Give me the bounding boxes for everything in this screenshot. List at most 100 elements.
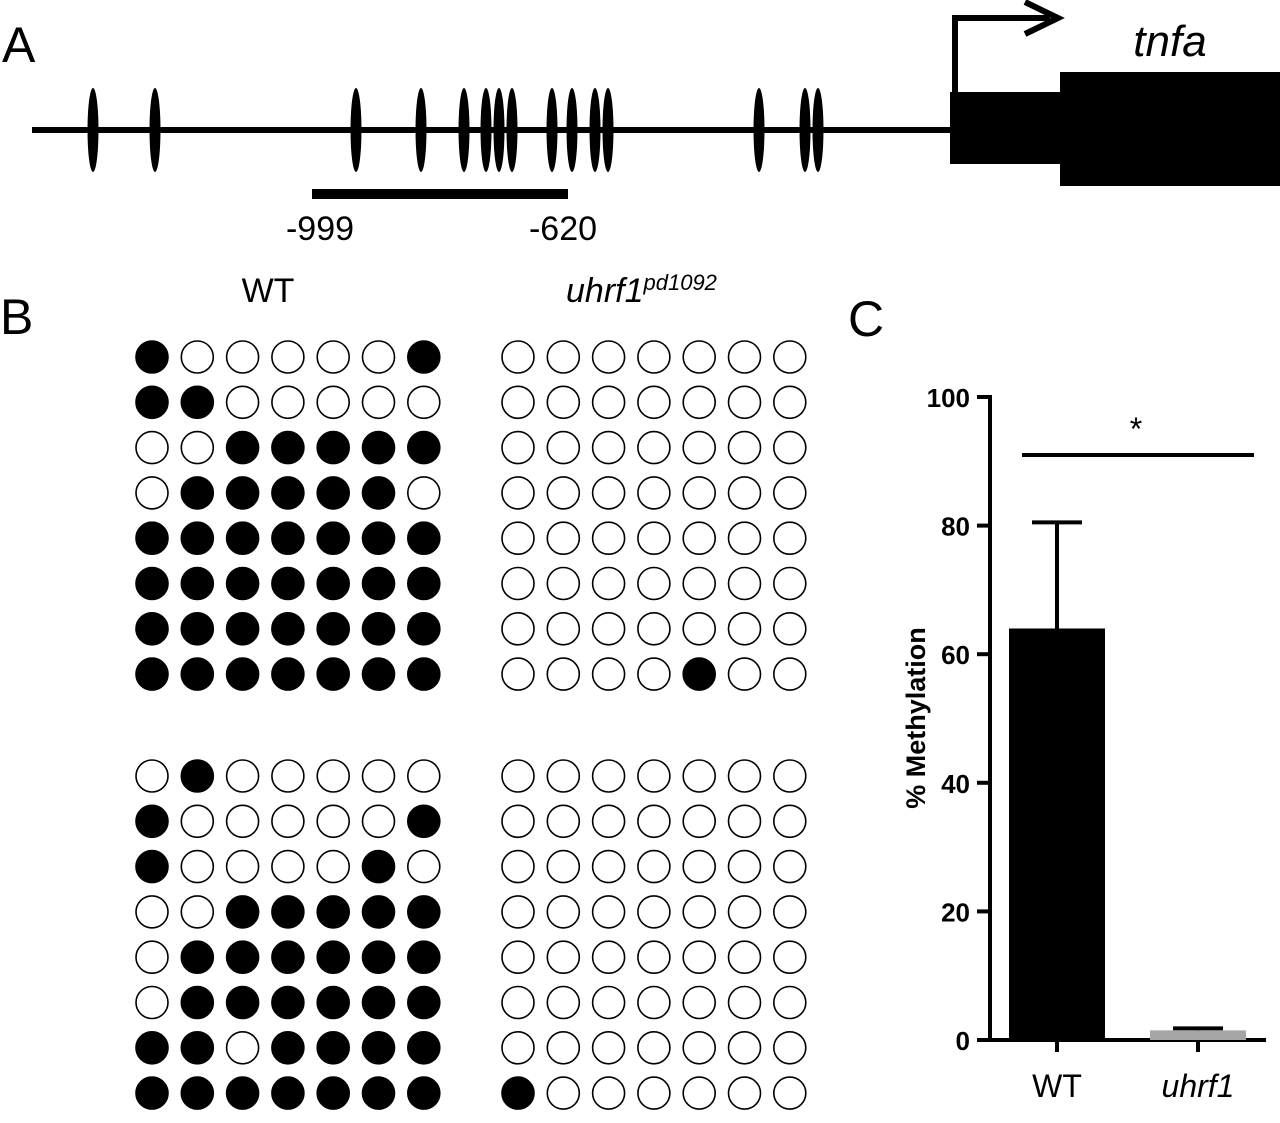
unmethylated-cpg-dot	[361, 385, 396, 420]
methylated-cpg-dot	[361, 430, 396, 465]
unmethylated-cpg-dot	[682, 611, 717, 646]
methylated-cpg-dot	[135, 521, 169, 556]
unmethylated-cpg-dot	[501, 566, 535, 601]
unmethylated-cpg-dot	[271, 385, 305, 420]
x-category-label-uhrf1: uhrf1	[1162, 1068, 1235, 1104]
mutant-label-main: uhrf1	[566, 272, 644, 310]
y-tick-label-100: 100	[927, 383, 970, 413]
methylated-cpg-dot	[406, 985, 441, 1020]
unmethylated-cpg-dot	[727, 1076, 762, 1110]
unmethylated-cpg-dot	[501, 521, 535, 556]
methylated-cpg-dot	[361, 476, 396, 510]
methylation-grid-wt-2	[135, 759, 441, 1110]
methylated-cpg-dot	[225, 566, 260, 601]
unmethylated-cpg-dot	[501, 611, 535, 646]
unmethylated-cpg-dot	[727, 985, 762, 1020]
unmethylated-cpg-dot	[772, 895, 807, 929]
unmethylated-cpg-dot	[501, 849, 535, 884]
significance-star: *	[1130, 411, 1142, 447]
unmethylated-cpg-dot	[727, 611, 762, 646]
methylated-cpg-dot	[225, 985, 260, 1020]
methylated-cpg-dot	[361, 521, 396, 556]
y-tick-label-80: 80	[941, 512, 970, 542]
unmethylated-cpg-dot	[637, 895, 671, 929]
methylated-cpg-dot	[271, 1031, 305, 1065]
unmethylated-cpg-dot	[546, 430, 581, 465]
unmethylated-cpg-dot	[271, 759, 305, 793]
methylated-cpg-dot	[180, 611, 215, 646]
unmethylated-cpg-dot	[637, 521, 671, 556]
methylated-cpg-dot	[316, 566, 351, 601]
methylated-cpg-dot	[135, 611, 169, 646]
unmethylated-cpg-dot	[682, 340, 717, 374]
unmethylated-cpg-dot	[591, 1076, 626, 1110]
methylated-cpg-dot	[135, 340, 169, 374]
unmethylated-cpg-dot	[546, 476, 581, 510]
tss-arrow-head-icon	[1023, 0, 1065, 37]
methylated-cpg-dot	[225, 657, 260, 691]
unmethylated-cpg-dot	[637, 759, 671, 793]
methylated-cpg-dot	[361, 940, 396, 975]
panel-b: B WT uhrf1pd1092	[0, 270, 807, 1110]
unmethylated-cpg-dot	[546, 1031, 581, 1065]
methylated-cpg-dot	[135, 849, 169, 884]
unmethylated-cpg-dot	[316, 804, 351, 839]
unmethylated-cpg-dot	[316, 340, 351, 374]
unmethylated-cpg-dot	[501, 340, 535, 374]
unmethylated-cpg-dot	[727, 476, 762, 510]
unmethylated-cpg-dot	[727, 759, 762, 793]
methylated-cpg-dot	[225, 895, 260, 929]
unmethylated-cpg-dot	[406, 385, 441, 420]
unmethylated-cpg-dot	[316, 385, 351, 420]
methylated-cpg-dot	[361, 657, 396, 691]
methylated-cpg-dot	[225, 521, 260, 556]
methylated-cpg-dot	[406, 1031, 441, 1065]
tss-arrow-stem	[952, 15, 1050, 92]
methylated-cpg-dot	[316, 1031, 351, 1065]
panel-a-letter: A	[2, 17, 36, 73]
cpg-site-13	[753, 88, 765, 172]
cpg-site-14	[799, 88, 811, 172]
cpg-site-1	[87, 88, 99, 172]
methylated-cpg-dot	[180, 385, 215, 420]
methylated-cpg-dot	[271, 521, 305, 556]
unmethylated-cpg-dot	[135, 940, 169, 975]
panel-b-letter: B	[0, 289, 33, 345]
methylated-cpg-dot	[135, 566, 169, 601]
methylated-cpg-dot	[225, 611, 260, 646]
unmethylated-cpg-dot	[546, 759, 581, 793]
unmethylated-cpg-dot	[225, 385, 260, 420]
unmethylated-cpg-dot	[225, 804, 260, 839]
methylated-cpg-dot	[180, 521, 215, 556]
methylation-grid-wt-1	[135, 340, 441, 691]
unmethylated-cpg-dot	[682, 849, 717, 884]
unmethylated-cpg-dot	[546, 657, 581, 691]
unmethylated-cpg-dot	[682, 1031, 717, 1065]
unmethylated-cpg-dot	[361, 804, 396, 839]
methylated-cpg-dot	[406, 566, 441, 601]
unmethylated-cpg-dot	[637, 566, 671, 601]
methylated-cpg-dot	[406, 657, 441, 691]
methylated-cpg-dot	[316, 521, 351, 556]
methylated-cpg-dot	[271, 476, 305, 510]
methylated-cpg-dot	[316, 985, 351, 1020]
methylated-cpg-dot	[180, 1076, 215, 1110]
unmethylated-cpg-dot	[772, 566, 807, 601]
x-category-label-wt: WT	[1032, 1068, 1082, 1104]
unmethylated-cpg-dot	[591, 804, 626, 839]
unmethylated-cpg-dot	[316, 759, 351, 793]
unmethylated-cpg-dot	[501, 430, 535, 465]
unmethylated-cpg-dot	[727, 1031, 762, 1065]
methylated-cpg-dot	[271, 657, 305, 691]
methylated-cpg-dot	[406, 521, 441, 556]
chart-marks: 0 20 40 60 80 100 WT uhrf1	[927, 383, 1246, 1104]
unmethylated-cpg-dot	[637, 430, 671, 465]
gene-name-label: tnfa	[1133, 17, 1206, 66]
unmethylated-cpg-dot	[591, 940, 626, 975]
unmethylated-cpg-dot	[406, 476, 441, 510]
cpg-site-8	[506, 88, 518, 172]
methylation-grid-uhrf1-1	[501, 340, 807, 691]
unmethylated-cpg-dot	[501, 385, 535, 420]
methylated-cpg-dot	[225, 430, 260, 465]
unmethylated-cpg-dot	[591, 521, 626, 556]
